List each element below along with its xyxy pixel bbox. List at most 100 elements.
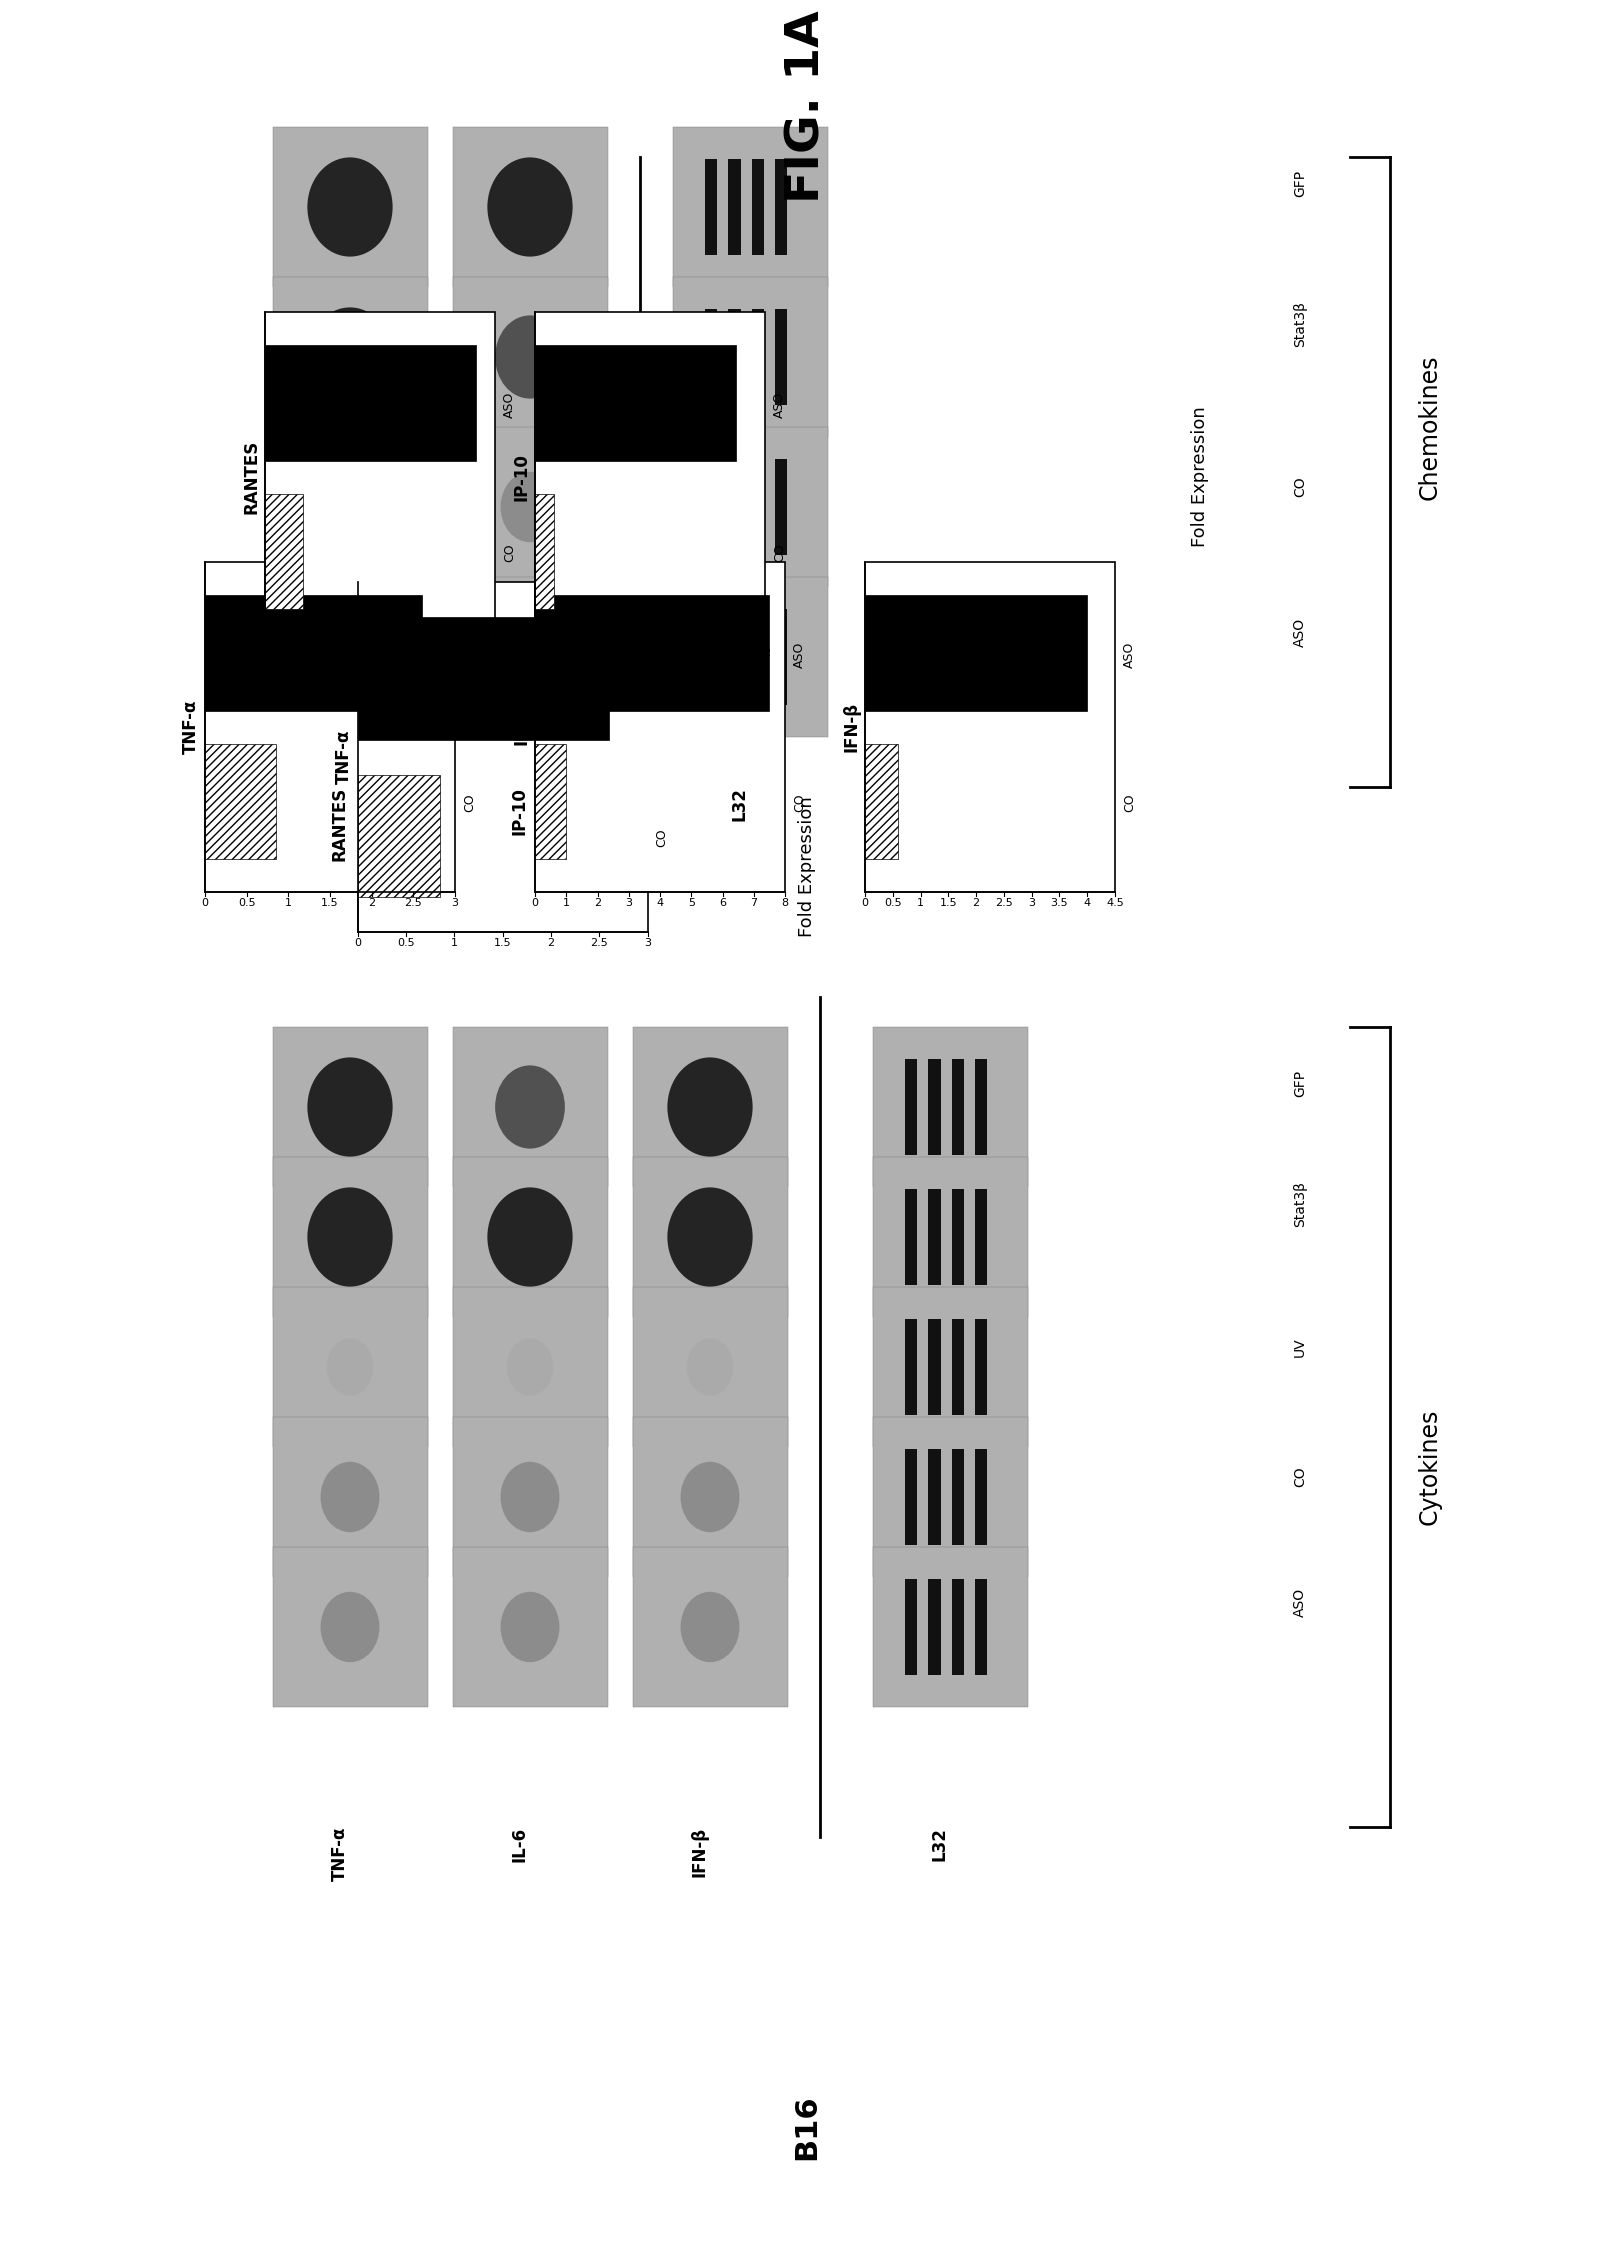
- Bar: [752, 458, 763, 555]
- Text: RANTES: RANTES: [242, 440, 260, 515]
- Text: 8: 8: [684, 648, 692, 659]
- Text: ASO: ASO: [655, 666, 668, 693]
- Text: CO: CO: [1293, 1467, 1307, 1487]
- Text: 2: 2: [337, 648, 345, 659]
- Text: ASO: ASO: [792, 641, 805, 668]
- Bar: [534, 345, 736, 460]
- Bar: [273, 1286, 428, 1447]
- Text: 0.5: 0.5: [237, 898, 255, 907]
- Ellipse shape: [681, 1463, 739, 1533]
- Bar: [265, 311, 495, 641]
- Bar: [905, 1059, 917, 1156]
- Ellipse shape: [307, 307, 392, 406]
- Text: CO: CO: [1293, 476, 1307, 497]
- Text: UV: UV: [1293, 1338, 1307, 1356]
- Bar: [928, 1318, 941, 1415]
- Bar: [273, 126, 428, 287]
- Text: TNF-α: TNF-α: [331, 1826, 349, 1882]
- Ellipse shape: [667, 1056, 752, 1156]
- Bar: [673, 278, 828, 438]
- Bar: [952, 1318, 964, 1415]
- Text: 1: 1: [300, 648, 307, 659]
- Bar: [357, 616, 608, 740]
- Text: 3: 3: [376, 648, 384, 659]
- Text: 0: 0: [261, 648, 268, 659]
- Bar: [752, 609, 763, 704]
- Text: 0: 0: [353, 939, 362, 948]
- Text: CO: CO: [463, 794, 476, 813]
- Bar: [865, 743, 899, 860]
- Bar: [452, 278, 607, 438]
- Text: B16: B16: [792, 2094, 822, 2160]
- Bar: [452, 1027, 607, 1187]
- Ellipse shape: [487, 1187, 573, 1286]
- Text: CO: CO: [773, 544, 786, 562]
- Ellipse shape: [307, 1056, 392, 1156]
- Bar: [705, 609, 718, 704]
- Bar: [452, 578, 607, 738]
- Text: 1.5: 1.5: [494, 939, 512, 948]
- Text: 0: 0: [202, 898, 208, 907]
- Ellipse shape: [307, 158, 392, 257]
- Text: CO: CO: [655, 828, 668, 846]
- Text: ASO: ASO: [1123, 641, 1136, 668]
- Bar: [273, 578, 428, 738]
- Bar: [534, 743, 567, 860]
- Bar: [452, 1417, 607, 1578]
- Bar: [975, 1449, 988, 1546]
- Bar: [673, 427, 828, 587]
- Bar: [705, 309, 718, 404]
- Text: 4.5: 4.5: [1106, 898, 1123, 907]
- Bar: [905, 1189, 917, 1284]
- Text: Fold Expression: Fold Expression: [797, 797, 817, 937]
- Bar: [273, 427, 428, 587]
- Text: 0: 0: [531, 898, 539, 907]
- Bar: [273, 1417, 428, 1578]
- Text: ASO: ASO: [463, 641, 476, 668]
- Text: 3.5: 3.5: [1051, 898, 1068, 907]
- Ellipse shape: [487, 158, 573, 257]
- Text: 3: 3: [1028, 898, 1035, 907]
- Text: 5: 5: [454, 648, 460, 659]
- Bar: [775, 458, 788, 555]
- Bar: [952, 1189, 964, 1284]
- Text: 4: 4: [1083, 898, 1091, 907]
- Bar: [865, 562, 1115, 892]
- Bar: [728, 158, 741, 255]
- Text: 4: 4: [415, 648, 421, 659]
- Bar: [975, 1318, 988, 1415]
- Text: CO: CO: [1123, 794, 1136, 813]
- Text: FIG. 1A: FIG. 1A: [784, 11, 830, 203]
- Bar: [775, 158, 788, 255]
- Text: Fold Expression: Fold Expression: [1191, 406, 1209, 548]
- Ellipse shape: [500, 621, 560, 693]
- Bar: [534, 494, 554, 609]
- Text: 12: 12: [759, 648, 771, 659]
- Bar: [205, 596, 421, 711]
- Bar: [705, 458, 718, 555]
- Bar: [673, 126, 828, 287]
- Text: TNF-α: TNF-α: [182, 700, 200, 754]
- Bar: [633, 1417, 788, 1578]
- Bar: [273, 1158, 428, 1318]
- Text: 0: 0: [531, 648, 539, 659]
- Text: 0.5: 0.5: [884, 898, 902, 907]
- Text: L32: L32: [731, 788, 749, 822]
- Ellipse shape: [326, 1338, 373, 1395]
- Text: Chemokines: Chemokines: [1419, 354, 1441, 499]
- Bar: [633, 1158, 788, 1318]
- Text: IP-10: IP-10: [512, 788, 529, 835]
- Bar: [273, 1546, 428, 1706]
- Text: 1.5: 1.5: [939, 898, 957, 907]
- Text: 7: 7: [751, 898, 757, 907]
- Text: 6: 6: [647, 648, 654, 659]
- Bar: [728, 309, 741, 404]
- Bar: [452, 1546, 607, 1706]
- Text: 8: 8: [781, 898, 789, 907]
- Text: CO: CO: [792, 794, 805, 813]
- Bar: [975, 1189, 988, 1284]
- Ellipse shape: [321, 1463, 379, 1533]
- Text: 2: 2: [547, 939, 554, 948]
- Bar: [975, 1059, 988, 1156]
- Text: RANTES: RANTES: [331, 788, 349, 862]
